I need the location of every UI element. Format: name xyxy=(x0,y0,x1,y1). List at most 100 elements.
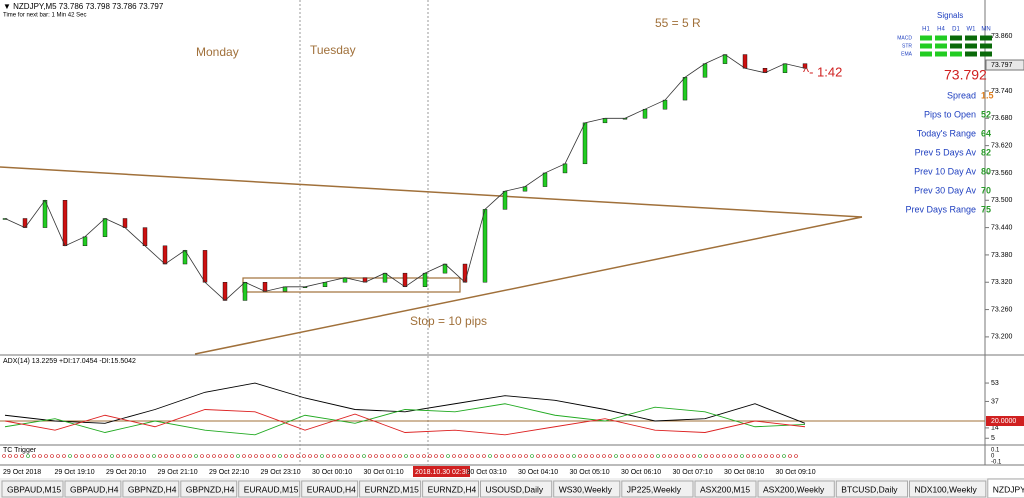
tab[interactable] xyxy=(122,480,180,498)
trigger-dot xyxy=(674,454,678,458)
trendline xyxy=(194,216,863,355)
tab-label[interactable]: GBPAUD,H4 xyxy=(70,484,119,494)
stat-value: 1.5 xyxy=(981,90,994,100)
y-tick-label: 0 xyxy=(991,454,995,460)
y-tick-label: 73.200 xyxy=(991,334,1013,341)
x-tick-label: 29 Oct 20:10 xyxy=(106,469,146,476)
tab-label[interactable]: EURNZD,M15 xyxy=(365,484,420,494)
tab-label[interactable]: EURAUD,H4 xyxy=(307,484,356,494)
stat-value: 82 xyxy=(981,147,991,157)
tab-label[interactable]: USOUSD,Daily xyxy=(486,484,544,494)
trigger-dot xyxy=(386,454,390,458)
trigger-dot xyxy=(794,454,798,458)
candle xyxy=(562,163,568,174)
trigger-dot xyxy=(626,454,630,458)
trigger-dot xyxy=(512,454,516,458)
signal-cell xyxy=(950,51,962,57)
candle xyxy=(402,272,408,287)
stat-value: 64 xyxy=(981,128,991,138)
tab-label[interactable]: NDX100,Weekly xyxy=(915,484,978,494)
trigger-dot xyxy=(26,454,30,458)
tab-label[interactable]: EURAUD,M15 xyxy=(244,484,299,494)
trigger-dot xyxy=(494,454,498,458)
stat-value: 52 xyxy=(981,109,991,119)
tab-label[interactable]: JP225,Weekly xyxy=(627,484,682,494)
tab[interactable] xyxy=(553,480,621,498)
tab-label[interactable]: ASX200,Weekly xyxy=(763,484,825,494)
x-tick-label: 29 Oct 22:10 xyxy=(209,469,249,476)
x-tick-label: 29 Oct 21:10 xyxy=(158,469,198,476)
tab[interactable] xyxy=(180,480,238,498)
y-tick-label: 37 xyxy=(991,398,999,405)
trigger-dot xyxy=(758,454,762,458)
adx-title: ADX(14) 13.2259 +DI:17.0454 -DI:15.5042 xyxy=(3,358,136,365)
tab[interactable] xyxy=(835,480,908,498)
candle xyxy=(122,218,128,228)
x-tick-label: 30 Oct 07:10 xyxy=(673,469,713,476)
trigger-dot xyxy=(236,454,240,458)
trendline xyxy=(0,166,863,218)
trigger-dot xyxy=(722,454,726,458)
y-tick-label: 14 xyxy=(991,425,999,432)
annotation: Stop = 10 pips xyxy=(410,314,487,328)
tab[interactable] xyxy=(238,480,301,498)
trigger-dot xyxy=(182,454,186,458)
y-tick-label: 0.1 xyxy=(991,448,1000,454)
trigger-dot xyxy=(374,454,378,458)
tab-label[interactable]: NZDJPY,M5 xyxy=(993,484,1024,494)
trigger-dot xyxy=(416,454,420,458)
candle xyxy=(502,190,508,210)
tab[interactable] xyxy=(64,480,122,498)
bid-price: 73.792 xyxy=(944,67,987,83)
tab-label[interactable]: GBPNZD,H4 xyxy=(186,484,235,494)
trigger-dot xyxy=(80,454,84,458)
trigger-dot xyxy=(596,454,600,458)
trigger-dot xyxy=(338,454,342,458)
stat-label: Today's Range xyxy=(917,128,976,138)
tab-label[interactable]: BTCUSD,Daily xyxy=(841,484,898,494)
tab[interactable] xyxy=(621,480,694,498)
tab-label[interactable]: WS30,Weekly xyxy=(559,484,613,494)
tab[interactable] xyxy=(909,480,987,498)
tab-label[interactable]: EURNZD,H4 xyxy=(428,484,477,494)
trigger-dot xyxy=(296,454,300,458)
tab[interactable] xyxy=(480,480,553,498)
y-tick-label: 73.380 xyxy=(991,252,1013,259)
y-tick-label: 73.500 xyxy=(991,197,1013,204)
tab[interactable] xyxy=(1,480,64,498)
trigger-dot xyxy=(584,454,588,458)
tab[interactable] xyxy=(757,480,835,498)
minus-di-line xyxy=(4,409,806,436)
trigger-dot xyxy=(644,454,648,458)
signal-column: D1 xyxy=(952,27,960,33)
trigger-dot xyxy=(248,454,252,458)
trigger-dot xyxy=(20,454,24,458)
trigger-dot xyxy=(692,454,696,458)
candle xyxy=(222,282,228,301)
trigger-dot xyxy=(308,454,312,458)
trigger-dot xyxy=(362,454,366,458)
tab[interactable] xyxy=(359,480,422,498)
x-tick-label: 30 Oct 04:10 xyxy=(518,469,558,476)
signal-cell xyxy=(950,43,962,49)
timer-label: ^- 1:42 xyxy=(803,64,842,79)
tab-label[interactable]: GBPAUD,M15 xyxy=(7,484,61,494)
candle xyxy=(82,236,88,247)
tab-label[interactable]: ASX200,M15 xyxy=(700,484,750,494)
trigger-dot xyxy=(218,454,222,458)
y-tick-label: -0.1 xyxy=(991,460,1002,466)
x-tick-label: 30 Oct 03:10 xyxy=(467,469,507,476)
trigger-dot xyxy=(536,454,540,458)
trigger-dot xyxy=(128,454,132,458)
tab[interactable] xyxy=(422,480,480,498)
signal-cell xyxy=(920,51,932,57)
tab[interactable] xyxy=(987,478,1024,498)
trigger-dot xyxy=(716,454,720,458)
candle xyxy=(482,209,488,283)
tab[interactable] xyxy=(301,480,359,498)
tab-label[interactable]: GBPNZD,H4 xyxy=(128,484,177,494)
current-price-box xyxy=(985,59,1024,71)
trigger-dot xyxy=(668,454,672,458)
annotation: 55 = 5 R xyxy=(655,16,701,30)
tab[interactable] xyxy=(694,480,757,498)
